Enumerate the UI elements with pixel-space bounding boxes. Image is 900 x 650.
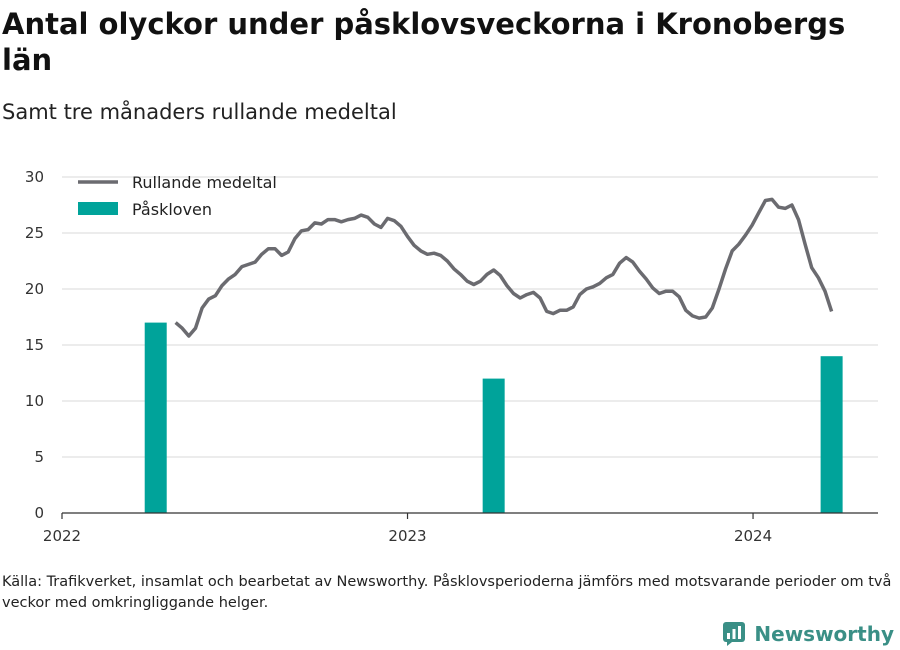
y-tick-label: 25 xyxy=(25,224,44,242)
source-footnote: Källa: Trafikverket, insamlat och bearbe… xyxy=(2,574,892,611)
x-tick-label: 2022 xyxy=(43,527,81,545)
y-tick-label: 20 xyxy=(25,280,44,298)
rolling-average-line xyxy=(174,197,834,338)
gridlines xyxy=(62,176,878,458)
y-tick-label: 15 xyxy=(25,336,44,354)
y-tick-label: 0 xyxy=(34,504,44,522)
line-series xyxy=(174,197,834,338)
y-tick-label: 5 xyxy=(34,448,44,466)
bar xyxy=(482,378,505,513)
chart-plot: 0 5 10 15 20 25 30 2022 2023 2024 Rullande medel… xyxy=(25,168,878,545)
bar xyxy=(144,322,167,513)
brand-logo[interactable]: Newsworthy xyxy=(722,620,894,648)
legend-label-rullande-medeltal: Rullande medeltal xyxy=(132,173,277,192)
legend-label-paskloven: Påskloven xyxy=(132,200,212,219)
x-tick-label: 2023 xyxy=(388,527,426,545)
bar-series xyxy=(144,322,843,513)
x-axis: 2022 2023 2024 xyxy=(43,512,878,545)
chart-subtitle: Samt tre månaders rullande medeltal xyxy=(2,100,397,124)
legend: Rullande medeltal Påskloven xyxy=(78,173,277,219)
y-axis-tick-labels: 0 5 10 15 20 25 30 xyxy=(25,168,44,522)
x-tick-label: 2024 xyxy=(734,527,772,545)
y-tick-label: 30 xyxy=(25,168,44,186)
legend-bar-swatch xyxy=(78,202,118,215)
newsworthy-logo-icon xyxy=(723,622,746,646)
brand-name: Newsworthy xyxy=(754,622,894,646)
chart-title: Antal olyckor under påsklovsveckorna i K… xyxy=(2,7,846,77)
y-tick-label: 10 xyxy=(25,392,44,410)
bar xyxy=(820,356,843,513)
